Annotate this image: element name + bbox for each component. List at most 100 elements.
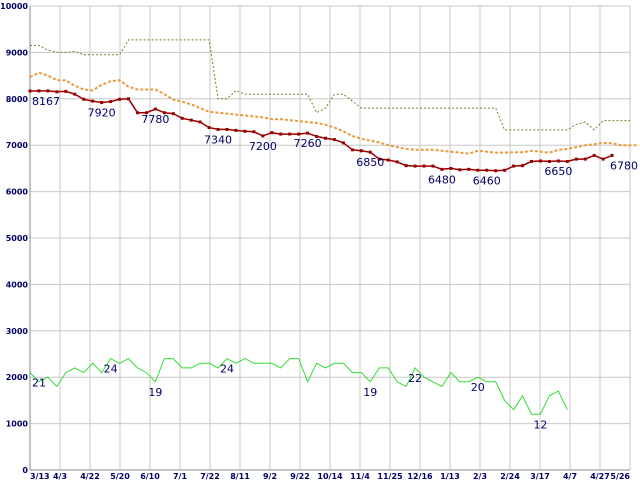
series-line-lower — [29, 357, 568, 415]
data-point-price — [386, 158, 390, 162]
data-point-price — [135, 111, 139, 115]
data-point-price — [28, 89, 32, 93]
x-tick-label: 4/22 — [80, 472, 100, 480]
data-label: 6850 — [356, 156, 384, 169]
y-tick-label: 5000 — [6, 234, 29, 243]
data-point-price — [279, 132, 283, 136]
data-point-price — [440, 167, 444, 171]
data-point-price — [610, 153, 614, 157]
x-tick-label: 3/13 — [30, 472, 50, 480]
data-point-price — [368, 150, 372, 154]
data-point-price — [91, 99, 95, 103]
data-label: 7340 — [204, 133, 232, 146]
data-label: 22 — [408, 372, 422, 385]
data-point-price — [243, 129, 247, 133]
data-point-price — [261, 134, 265, 138]
data-label: 6460 — [473, 174, 501, 187]
data-point-price — [547, 159, 551, 163]
data-point-price — [55, 90, 59, 94]
data-point-price — [583, 157, 587, 161]
data-point-price — [37, 89, 41, 93]
data-point-price — [565, 159, 569, 163]
data-point-price — [270, 131, 274, 135]
data-label: 24 — [220, 363, 234, 376]
data-point-price — [82, 97, 86, 101]
data-point-price — [350, 148, 354, 152]
x-tick-label: 2/3 — [473, 472, 487, 480]
x-tick-label: 5/26 — [610, 472, 630, 480]
data-point-price — [485, 168, 489, 172]
data-point-price — [601, 157, 605, 161]
data-point-price — [306, 131, 310, 135]
x-tick-label: 5/20 — [110, 472, 130, 480]
data-label: 21 — [32, 377, 46, 390]
data-point-price — [512, 164, 516, 168]
series-line-price — [29, 90, 613, 172]
data-point-price — [46, 89, 50, 93]
x-tick-label: 9/2 — [263, 472, 277, 480]
x-tick-label: 1/13 — [440, 472, 460, 480]
x-tick-label: 11/4 — [350, 472, 370, 480]
data-label: 7200 — [249, 140, 277, 153]
x-tick-label: 12/16 — [407, 472, 433, 480]
data-point-price — [341, 141, 345, 145]
data-point-price — [359, 149, 363, 153]
data-point-price — [332, 138, 336, 142]
data-label: 6780 — [610, 159, 638, 172]
data-point-price — [64, 89, 68, 93]
data-point-price — [476, 168, 480, 172]
x-tick-label: 11/25 — [377, 472, 403, 480]
data-point-price — [404, 164, 408, 168]
data-label: 20 — [471, 381, 485, 394]
data-point-price — [162, 111, 166, 115]
x-tick-label: 7/1 — [173, 472, 187, 480]
data-point-price — [100, 101, 104, 105]
data-point-price — [118, 97, 122, 101]
data-label: 6650 — [544, 165, 572, 178]
data-label: 7260 — [294, 137, 322, 150]
data-point-price — [127, 97, 131, 101]
x-tick-label: 4/7 — [563, 472, 577, 480]
data-point-price — [494, 169, 498, 173]
x-tick-label: 4/27 — [590, 472, 610, 480]
data-label: 19 — [148, 386, 162, 399]
data-point-price — [144, 111, 148, 115]
data-point-price — [315, 134, 319, 138]
data-point-price — [216, 127, 220, 131]
y-tick-label: 7000 — [6, 141, 29, 150]
data-point-price — [288, 132, 292, 136]
data-point-price — [458, 168, 462, 172]
x-tick-label: 2/24 — [500, 472, 520, 480]
data-point-price — [207, 126, 211, 130]
y-tick-label: 3000 — [6, 327, 29, 336]
x-tick-label: 8/11 — [230, 472, 250, 480]
data-point-price — [449, 166, 453, 170]
data-point-price — [109, 100, 113, 104]
x-tick-label: 7/22 — [200, 472, 220, 480]
data-label: 7780 — [141, 113, 169, 126]
y-tick-label: 6000 — [6, 188, 29, 197]
data-point-price — [189, 118, 193, 122]
data-point-price — [252, 130, 256, 134]
data-point-price — [467, 167, 471, 171]
data-label: 24 — [104, 363, 118, 376]
annotation-layer: 8167 7920 7780 7340 7200 7260 6850 6480 6460 6650… — [32, 95, 638, 431]
data-point-price — [529, 159, 533, 163]
y-tick-label: 10000 — [0, 2, 28, 11]
data-point-price — [73, 92, 77, 96]
y-tick-label: 8000 — [6, 95, 29, 104]
data-point-price — [153, 107, 157, 111]
data-point-price — [413, 164, 417, 168]
x-tick-label: 6/10 — [140, 472, 160, 480]
data-label: 6480 — [428, 173, 456, 186]
data-point-price — [225, 127, 229, 131]
data-label: 12 — [533, 418, 547, 431]
data-point-price — [556, 159, 560, 163]
data-point-price — [198, 120, 202, 124]
data-label: 19 — [363, 386, 377, 399]
data-point-price — [422, 164, 426, 168]
data-point-price — [431, 164, 435, 168]
data-point-price — [377, 157, 381, 161]
